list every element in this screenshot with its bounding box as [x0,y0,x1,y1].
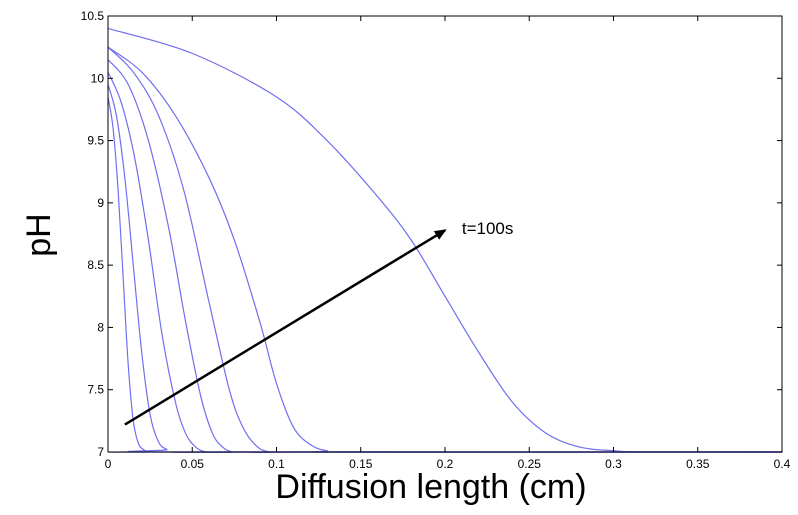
y-tick-label: 7.5 [87,383,104,397]
x-tick-label: 0 [105,457,112,471]
y-tick-label: 8 [97,320,104,334]
x-tick-label: 0.2 [437,457,454,471]
x-tick-label: 0.4 [774,457,791,471]
plot-area [108,16,782,452]
x-tick-label: 0.35 [686,457,710,471]
x-tick-label: 0.1 [268,457,285,471]
y-tick-label: 7 [97,445,104,459]
ticks-layer: 0 0.05 0.1 0.15 0.2 0.25 0.3 0.35 0.4 7 7.5 8 8.5 9 9.… [81,9,791,471]
annotation-layer: t=100s [124,219,514,426]
x-tick-label: 0.3 [605,457,622,471]
y-tick-label: 9 [97,196,104,210]
x-tick-label: 0.25 [518,457,542,471]
y-tick-label: 10.5 [81,9,105,23]
y-tick-label: 8.5 [87,258,104,272]
time-arrow [124,229,447,426]
x-tick-label: 0.05 [181,457,205,471]
annotation-label: t=100s [462,219,514,238]
y-tick-label: 10 [91,71,105,85]
y-axis-title: pH [20,213,58,256]
series-layer [107,27,783,454]
x-axis-title: Diffusion length (cm) [275,468,586,506]
y-tick-label: 9.5 [87,134,104,148]
x-tick-label: 0.15 [349,457,373,471]
